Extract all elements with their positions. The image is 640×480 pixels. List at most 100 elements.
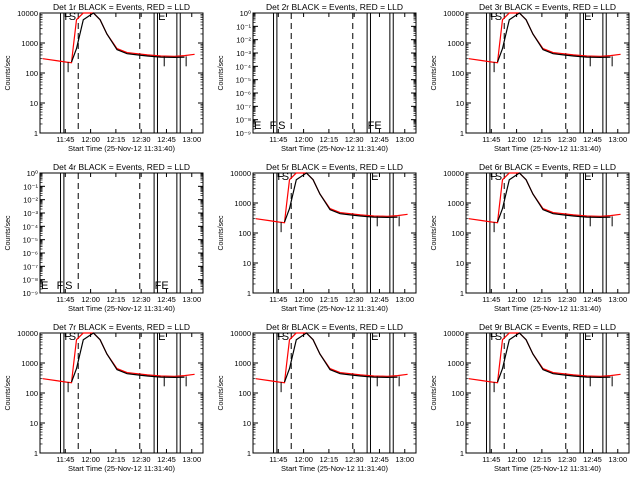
series-line-events bbox=[496, 12, 611, 63]
y-axis-label: Counts/sec bbox=[218, 215, 225, 251]
x-tick-label: 12:45 bbox=[157, 295, 176, 304]
x-axis-label: Start Time (25-Nov-12 11:31:40) bbox=[281, 304, 388, 313]
series-line-events bbox=[496, 172, 611, 223]
marker-fe: FE bbox=[368, 120, 382, 132]
x-tick-label: 12:30 bbox=[345, 295, 364, 304]
y-tick-label: 1 bbox=[460, 129, 464, 138]
x-tick-label: 11:45 bbox=[269, 455, 287, 464]
plot-frame bbox=[39, 172, 204, 294]
y-tick-label: 10⁻⁹ bbox=[22, 289, 38, 298]
y-tick-label: 10⁰ bbox=[240, 9, 251, 18]
y-tick-label: 10⁻¹ bbox=[236, 22, 251, 31]
marker-e: E bbox=[158, 331, 165, 343]
y-tick-label: 10 bbox=[30, 99, 38, 108]
x-tick-label: 11:45 bbox=[269, 135, 287, 144]
marker-f: F bbox=[490, 331, 497, 343]
x-tick-label: 12:00 bbox=[81, 295, 100, 304]
marker-s: S bbox=[282, 171, 289, 183]
x-tick-label: 12:30 bbox=[558, 135, 577, 144]
y-axis-label: Counts/sec bbox=[5, 375, 12, 411]
x-tick-label: 12:15 bbox=[319, 295, 338, 304]
y-tick-label: 1000 bbox=[234, 359, 251, 368]
x-tick-label: 11:45 bbox=[56, 295, 74, 304]
marker-fe: FE bbox=[155, 280, 169, 292]
x-tick-label: 12:15 bbox=[106, 135, 125, 144]
x-tick-label: 12:30 bbox=[132, 455, 151, 464]
y-tick-label: 100 bbox=[451, 389, 464, 398]
y-axis-label: Counts/sec bbox=[431, 375, 438, 411]
y-tick-label: 10⁻² bbox=[23, 196, 38, 205]
y-tick-label: 1000 bbox=[234, 199, 251, 208]
panel-title: Det 1r BLACK = Events, RED = LLD bbox=[53, 2, 190, 12]
marker-f: F bbox=[490, 11, 497, 23]
y-tick-label: 10⁻⁵ bbox=[236, 76, 251, 85]
y-tick-label: 1000 bbox=[21, 39, 38, 48]
marker-e: E bbox=[41, 280, 48, 292]
y-tick-label: 100 bbox=[25, 389, 38, 398]
x-tick-label: 12:45 bbox=[157, 135, 176, 144]
y-tick-label: 10000 bbox=[443, 9, 464, 18]
y-tick-label: 10⁻⁶ bbox=[236, 89, 251, 98]
y-tick-label: 10⁻⁸ bbox=[23, 276, 38, 285]
x-tick-label: 12:15 bbox=[532, 455, 551, 464]
marker-e: E bbox=[584, 11, 591, 23]
x-tick-label: 13:00 bbox=[608, 135, 627, 144]
y-tick-label: 1 bbox=[34, 129, 38, 138]
panel-title: Det 3r BLACK = Events, RED = LLD bbox=[479, 2, 616, 12]
y-tick-label: 10⁻⁸ bbox=[236, 116, 251, 125]
panel-title: Det 6r BLACK = Events, RED = LLD bbox=[479, 162, 616, 172]
y-tick-label: 10000 bbox=[17, 329, 38, 338]
x-axis-label: Start Time (25-Nov-12 11:31:40) bbox=[494, 144, 601, 153]
y-tick-label: 10⁻⁷ bbox=[236, 102, 251, 111]
y-tick-label: 10⁻³ bbox=[236, 49, 251, 58]
x-tick-label: 13:00 bbox=[182, 295, 201, 304]
y-tick-label: 10⁻⁹ bbox=[235, 129, 251, 138]
panel-det-7: Det 7r BLACK = Events, RED = LLD 11:45 12:… bbox=[5, 322, 204, 473]
panel-title: Det 5r BLACK = Events, RED = LLD bbox=[266, 162, 403, 172]
marker-e: E bbox=[254, 120, 261, 132]
y-tick-label: 10 bbox=[456, 259, 464, 268]
marker-f: F bbox=[64, 331, 71, 343]
y-tick-label: 10⁻¹ bbox=[23, 182, 38, 191]
series-line-events bbox=[496, 332, 611, 383]
x-tick-label: 12:30 bbox=[558, 295, 577, 304]
y-tick-label: 1000 bbox=[447, 359, 464, 368]
marker-s: S bbox=[278, 120, 285, 132]
x-tick-label: 11:45 bbox=[56, 455, 74, 464]
plot-frame bbox=[252, 172, 417, 294]
panel-det-3: Det 3r BLACK = Events, RED = LLD 11:45 12:… bbox=[431, 2, 630, 153]
y-tick-label: 10 bbox=[456, 419, 464, 428]
y-tick-label: 100 bbox=[451, 69, 464, 78]
y-tick-label: 10000 bbox=[17, 9, 38, 18]
y-axis-label: Counts/sec bbox=[218, 375, 225, 411]
marker-s: S bbox=[495, 11, 502, 23]
y-tick-label: 1 bbox=[34, 449, 38, 458]
panel-title: Det 7r BLACK = Events, RED = LLD bbox=[53, 322, 190, 332]
marker-e: E bbox=[158, 11, 165, 23]
x-tick-label: 13:00 bbox=[182, 135, 201, 144]
y-tick-label: 10000 bbox=[230, 169, 251, 178]
y-axis-label: Counts/sec bbox=[5, 215, 12, 251]
x-tick-label: 12:45 bbox=[370, 295, 389, 304]
y-tick-label: 100 bbox=[25, 69, 38, 78]
x-tick-label: 12:45 bbox=[583, 295, 602, 304]
marker-f: F bbox=[490, 171, 497, 183]
x-tick-label: 12:00 bbox=[507, 295, 526, 304]
y-tick-label: 10000 bbox=[443, 329, 464, 338]
x-tick-label: 11:45 bbox=[482, 295, 500, 304]
x-axis-label: Start Time (25-Nov-12 11:31:40) bbox=[68, 144, 175, 153]
x-tick-label: 13:00 bbox=[395, 295, 414, 304]
x-tick-label: 12:45 bbox=[370, 455, 389, 464]
y-axis-label: Counts/sec bbox=[431, 215, 438, 251]
y-tick-label: 1000 bbox=[447, 199, 464, 208]
y-tick-label: 10 bbox=[243, 419, 251, 428]
marker-f: F bbox=[277, 331, 284, 343]
x-tick-label: 11:45 bbox=[56, 135, 74, 144]
panel-title: Det 2r BLACK = Events, RED = LLD bbox=[266, 2, 403, 12]
panel-det-8: Det 8r BLACK = Events, RED = LLD 11:45 12:… bbox=[218, 322, 417, 473]
series-line-events bbox=[283, 172, 398, 223]
y-tick-label: 10 bbox=[30, 419, 38, 428]
y-tick-label: 10⁻⁶ bbox=[23, 249, 38, 258]
x-tick-label: 12:15 bbox=[106, 455, 125, 464]
x-tick-label: 12:45 bbox=[583, 455, 602, 464]
